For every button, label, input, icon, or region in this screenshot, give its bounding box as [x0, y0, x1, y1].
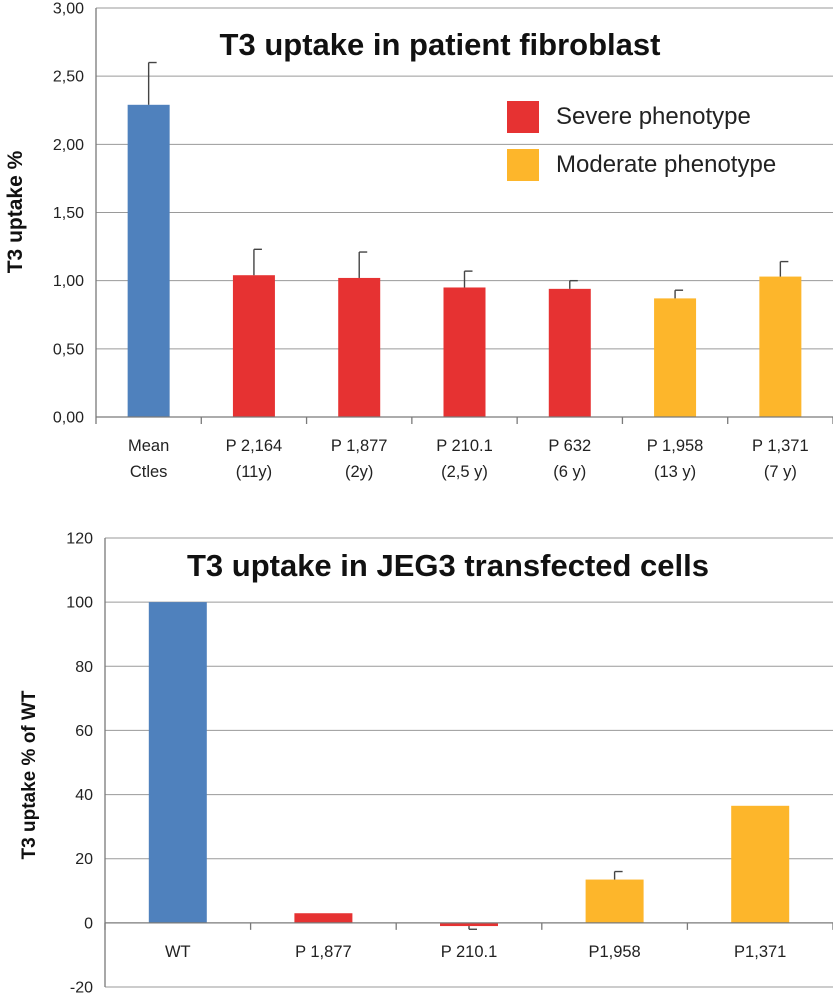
c2-error-bar	[468, 926, 477, 930]
c2-y-tick-label: 60	[75, 723, 93, 740]
c1-category-sublabel: (2y)	[345, 463, 373, 481]
chart2-gridlines	[105, 537, 833, 988]
chart1-x-axis	[95, 8, 833, 424]
chart2-y-axis-label: T3 uptake % of WT	[19, 690, 40, 859]
chart2-error-bars	[468, 870, 623, 930]
c2-bar	[148, 602, 207, 923]
c1-category-sublabel: Ctles	[130, 463, 168, 481]
c1-category-label: P 1,958	[647, 437, 704, 455]
c2-y-tick-label: 80	[75, 659, 93, 676]
c2-category-label: P 210.1	[441, 943, 498, 961]
c1-category-label: P 1,371	[752, 437, 809, 455]
c2-error-bar	[613, 870, 623, 880]
c1-category-label: P 2,164	[226, 437, 283, 455]
chart1-y-axis-label: T3 uptake %	[4, 150, 27, 273]
c2-y-tick-label: 40	[75, 787, 93, 804]
c1-y-tick-label: 3,00	[53, 1, 84, 18]
jeg3-chart: T3 uptake in JEG3 transfected cells T3 u…	[19, 531, 833, 994]
c1-y-tick-label: 1,50	[53, 205, 84, 222]
c1-category-sublabel: (7 y)	[764, 463, 797, 481]
c1-category-sublabel: (2,5 y)	[441, 463, 488, 481]
c1-category-label: P 1,877	[331, 437, 388, 455]
c1-bar	[443, 287, 486, 417]
c1-y-tick-label: 2,00	[53, 137, 84, 154]
c1-y-tick-label: 2,50	[53, 69, 84, 86]
c1-y-tick-label: 0,50	[53, 341, 84, 358]
c1-error-bar	[253, 248, 262, 276]
c1-error-bar	[569, 279, 578, 289]
chart2-title: T3 uptake in JEG3 transfected cells	[187, 548, 709, 583]
c2-y-tick-label: -20	[70, 980, 93, 994]
c1-category-sublabel: (6 y)	[553, 463, 586, 481]
c1-error-bar	[463, 270, 473, 288]
c1-bar	[127, 104, 170, 418]
c2-bar	[585, 879, 644, 923]
c1-category-label: P 632	[548, 437, 591, 455]
chart1-bars	[127, 104, 802, 418]
chart2-y-ticks: -20 0 20 40 60 80 100 120	[66, 531, 93, 994]
c1-error-bar	[358, 251, 368, 278]
c1-bar	[759, 276, 802, 417]
chart2-category-labels: WT P 1,877 P 210.1 P1,958 P1,371	[165, 943, 786, 961]
c2-category-label: P1,958	[588, 943, 640, 961]
c1-category-label: P 210.1	[436, 437, 493, 455]
c2-y-tick-label: 20	[75, 851, 93, 868]
c1-category-label: Mean	[128, 437, 169, 455]
c1-error-bar	[147, 61, 157, 105]
legend-swatch-severe	[507, 101, 539, 133]
chart2-bars	[148, 602, 790, 927]
legend-swatch-moderate	[507, 149, 539, 181]
c1-error-bar	[779, 260, 789, 277]
fibroblast-chart: T3 uptake in patient fibroblast T3 uptak…	[4, 1, 833, 481]
c2-category-label: WT	[165, 943, 191, 961]
c1-y-tick-label: 0,00	[53, 410, 84, 427]
chart1-error-bars	[147, 61, 789, 299]
c1-error-bar	[674, 289, 684, 299]
c1-category-sublabel: (11y)	[236, 463, 272, 481]
chart1-category-labels: Mean Ctles P 2,164 (11y) P 1,877 (2y) P 210.1 (…	[128, 437, 809, 481]
c2-bar	[731, 805, 790, 923]
c1-bar	[548, 288, 591, 417]
c2-y-tick-label: 120	[66, 531, 93, 548]
c2-category-label: P1,371	[734, 943, 786, 961]
c2-y-tick-label: 100	[66, 595, 93, 612]
chart1-legend: Severe phenotype Moderate phenotype	[507, 101, 776, 181]
c2-category-label: P 1,877	[295, 943, 352, 961]
c2-bar	[440, 922, 498, 927]
chart1-y-ticks: 0,00 0,50 1,00 1,50 2,00 2,50 3,00	[53, 1, 84, 427]
legend-label-severe: Severe phenotype	[556, 103, 751, 130]
c2-y-tick-label: 0	[84, 915, 93, 932]
c1-category-sublabel: (13 y)	[654, 463, 696, 481]
c1-bar	[654, 298, 697, 417]
legend-label-moderate: Moderate phenotype	[556, 151, 776, 178]
chart1-title: T3 uptake in patient fibroblast	[220, 27, 661, 62]
chart1-gridlines	[96, 7, 833, 350]
c2-bar	[294, 913, 353, 923]
c1-bar	[232, 275, 275, 417]
c1-y-tick-label: 1,00	[53, 273, 84, 290]
c1-bar	[338, 277, 381, 417]
chart2-x-axis	[104, 538, 833, 987]
